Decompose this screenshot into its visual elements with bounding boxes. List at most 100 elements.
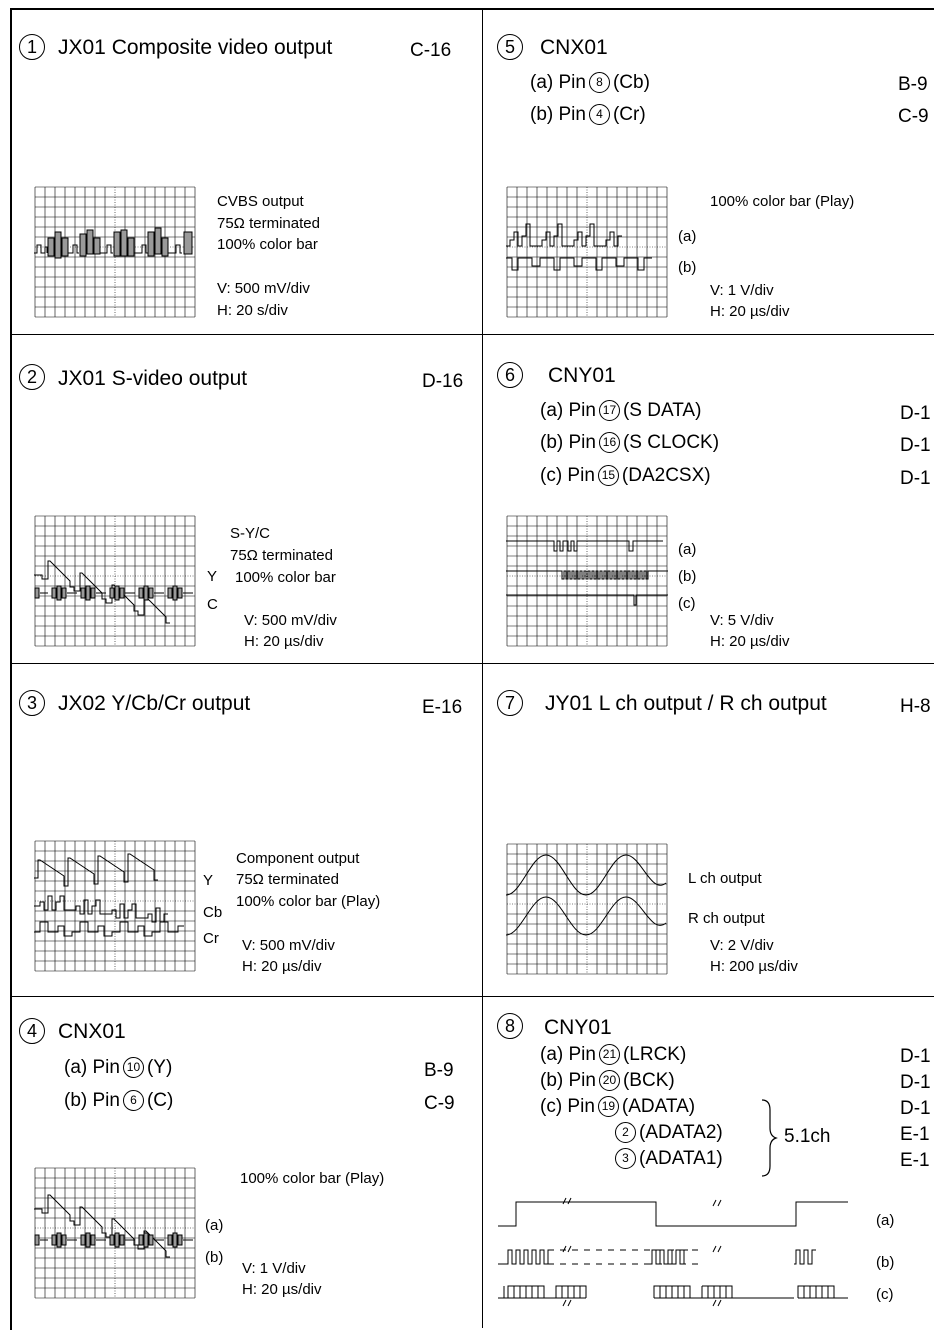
row-divider	[10, 334, 934, 335]
trace-label: (b)	[678, 259, 697, 276]
pin-number: 4	[588, 104, 610, 125]
pin-number: 6	[122, 1090, 144, 1111]
b-waveform	[506, 570, 668, 580]
note-line: H: 20 µs/div	[244, 633, 324, 650]
pin-number: 3	[615, 1148, 636, 1169]
pin-number: 8	[588, 72, 610, 93]
trace-label: (a)	[205, 1217, 224, 1234]
note-line: 75Ω terminated	[230, 547, 333, 564]
trace-label: (a)	[678, 228, 697, 245]
pin-row: (a) Pin 17 (S DATA)	[540, 400, 702, 421]
cr-waveform	[34, 921, 184, 937]
note-line: V: 500 mV/div	[242, 937, 335, 954]
note-line: V: 1 V/div	[710, 282, 774, 299]
adata-waveform	[498, 1285, 587, 1299]
pin-row: (b) Pin 4 (Cr)	[530, 104, 646, 125]
panel-title: CNX01	[540, 36, 608, 59]
note-line: H: 20 µs/div	[710, 303, 790, 320]
note-line: Component output	[236, 850, 360, 867]
panel-title: CNY01	[548, 364, 616, 387]
trace-label: Y	[207, 568, 218, 585]
grid-reference: D-1	[900, 1072, 931, 1093]
oscilloscope-grid	[506, 186, 668, 318]
panel-number: 7	[497, 690, 523, 716]
note-line: 100% color bar (Play)	[710, 193, 855, 210]
oscilloscope-grid	[506, 515, 668, 647]
cvbs-waveform	[34, 227, 193, 259]
pin-number: 21	[598, 1044, 620, 1065]
row-divider	[10, 663, 934, 664]
trace-label: (b)	[876, 1254, 895, 1271]
note-line: H: 20 µs/div	[242, 958, 322, 975]
y-waveform	[34, 853, 158, 887]
trace-label: Cb	[203, 904, 223, 921]
pin-number: 10	[122, 1057, 144, 1078]
grid-reference: D-1	[900, 403, 931, 424]
c-waveform	[506, 594, 668, 606]
panel-title: JX02 Y/Cb/Cr output	[58, 692, 251, 715]
row-divider	[10, 996, 934, 997]
pin-row: (c) Pin 19 (ADATA)	[540, 1096, 696, 1117]
note-line: 100% color bar (Play)	[236, 893, 381, 910]
pin-number: 17	[598, 400, 620, 421]
pin-number: 20	[598, 1070, 620, 1091]
oscilloscope-grid	[34, 1167, 196, 1299]
pin-row: 3 (ADATA1)	[612, 1148, 723, 1170]
trace-label: (c)	[678, 595, 696, 612]
pin-row: (b) Pin 6 (C)	[64, 1090, 174, 1111]
note-line: 100% color bar	[217, 236, 318, 253]
pin-number: 15	[597, 465, 619, 486]
panel-title: JY01 L ch output / R ch output	[545, 692, 827, 715]
bck-waveform	[498, 1249, 552, 1265]
pin-number: 19	[597, 1096, 619, 1117]
grid-reference: D-1	[900, 468, 931, 489]
page-frame	[10, 8, 934, 1330]
trace-label: C	[207, 596, 218, 613]
grid-reference: H-8	[900, 696, 931, 717]
panel-title: JX01 Composite video output	[58, 36, 333, 59]
oscilloscope-grid	[34, 515, 196, 647]
panel-number: 3	[19, 690, 45, 716]
pin-row: (b) Pin 16 (S CLOCK)	[540, 432, 720, 453]
trace-label: Cr	[203, 930, 219, 947]
trace-label: (a)	[876, 1212, 895, 1229]
panel-number: 6	[497, 362, 523, 388]
lrck-waveform	[498, 1201, 848, 1227]
note-line: H: 20 µs/div	[242, 1281, 322, 1298]
panel-number: 1	[19, 34, 45, 60]
grid-reference: C-9	[898, 106, 929, 127]
note-line: L ch output	[688, 870, 762, 887]
panel-title: CNY01	[544, 1016, 612, 1039]
r-ch-waveform	[506, 896, 667, 936]
note-line: 75Ω terminated	[217, 215, 320, 232]
panel-number: 5	[497, 34, 523, 60]
grid-reference: D-16	[422, 371, 464, 392]
note-line: V: 1 V/div	[242, 1260, 306, 1277]
grid-reference: E-1	[900, 1150, 930, 1171]
grid-reference: D-1	[900, 1098, 931, 1119]
grid-reference: B-9	[898, 74, 928, 95]
a-waveform	[34, 1194, 170, 1258]
note-line: V: 500 mV/div	[244, 612, 337, 629]
trace-label: (b)	[205, 1249, 224, 1266]
grid-reference: C-16	[410, 40, 452, 61]
grid-reference: E-16	[422, 697, 463, 718]
note-line: R ch output	[688, 910, 765, 927]
panel-number: 4	[19, 1018, 45, 1044]
a-waveform	[506, 223, 622, 247]
timing-diagram	[498, 1197, 848, 1307]
trace-label: (b)	[678, 568, 697, 585]
note-line: H: 200 µs/div	[710, 958, 798, 975]
note-line: H: 20 µs/div	[710, 633, 790, 650]
c-waveform	[34, 585, 193, 601]
note-line: 100% color bar (Play)	[240, 1170, 385, 1187]
pin-row: (a) Pin 21 (LRCK)	[540, 1044, 687, 1065]
pin-number: 16	[598, 432, 620, 453]
grid-reference: D-1	[900, 1046, 931, 1067]
group-label: 5.1ch	[784, 1126, 831, 1147]
a-waveform	[506, 540, 663, 552]
column-divider	[482, 8, 483, 1328]
oscilloscope-grid	[34, 186, 196, 318]
note-line: S-Y/C	[230, 525, 271, 542]
grid-reference: B-9	[424, 1060, 454, 1081]
